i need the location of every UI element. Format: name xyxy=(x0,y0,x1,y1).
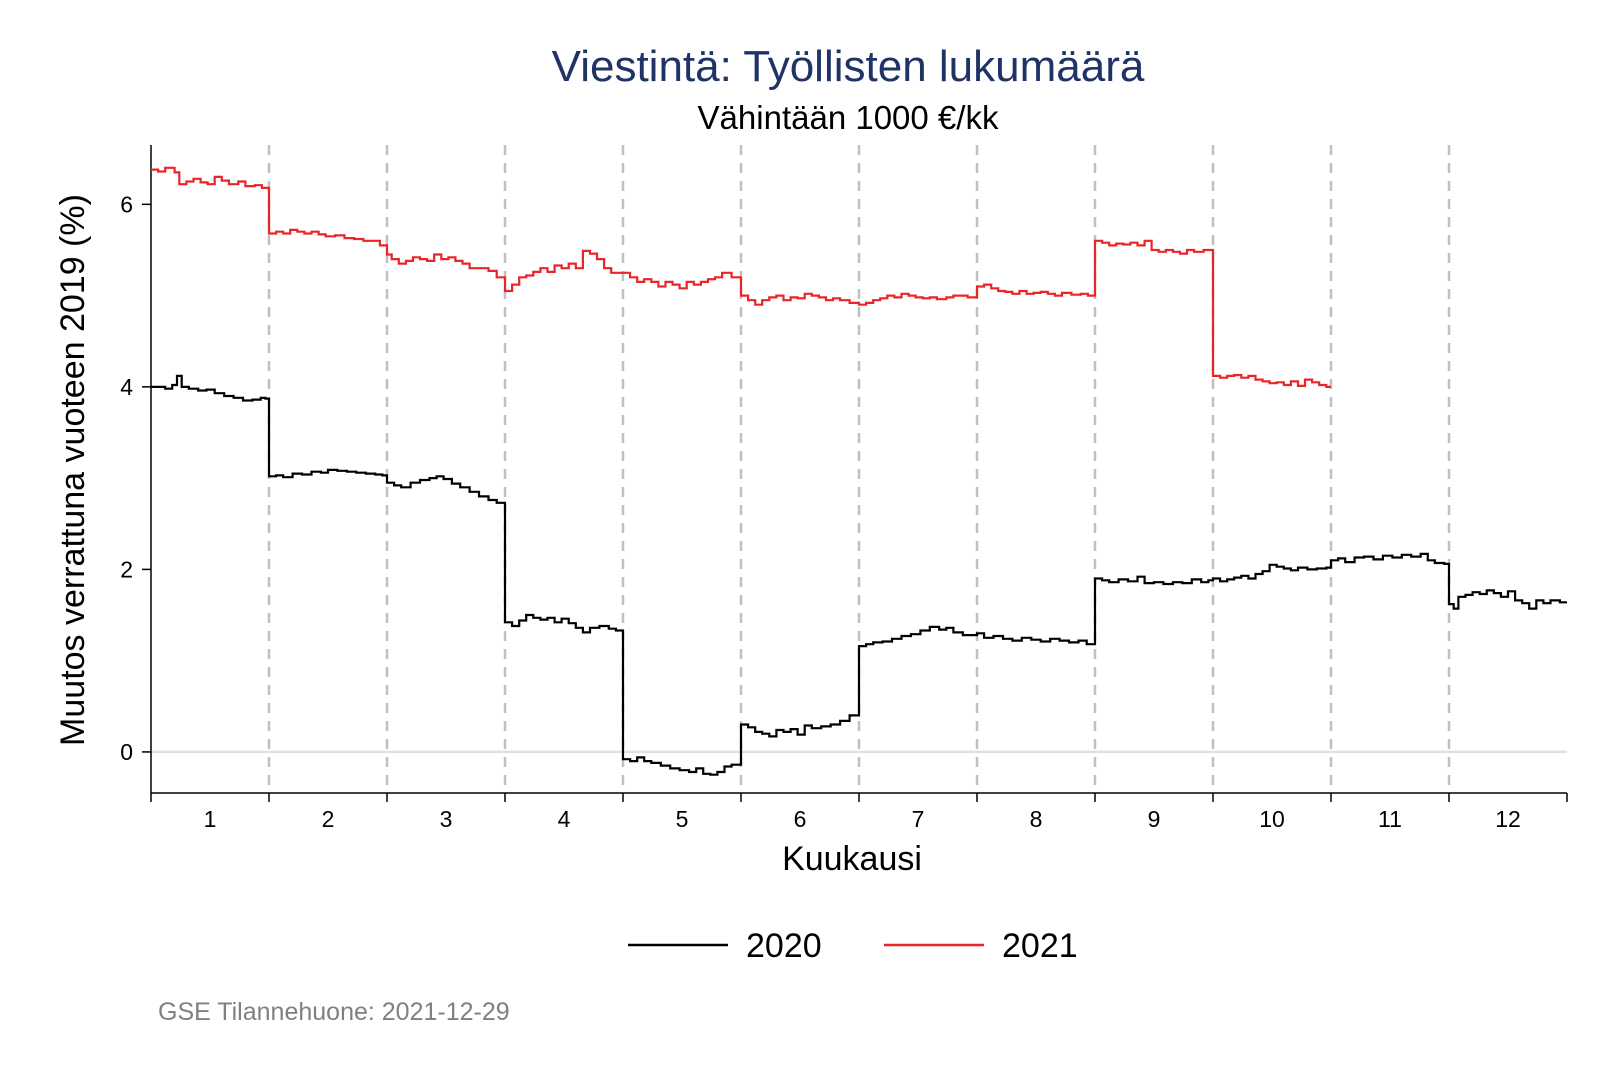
y-tick-label-2: 2 xyxy=(120,556,133,582)
source-note: GSE Tilannehuone: 2021-12-29 xyxy=(158,998,510,1026)
legend: 2020 2021 xyxy=(628,927,1078,965)
x-tick-label-9: 9 xyxy=(1148,806,1161,832)
y-axis-title: Muutos verrattuna vuoteen 2019 (%) xyxy=(54,194,92,746)
series-line-2020 xyxy=(151,374,1567,776)
x-tick-label-12: 12 xyxy=(1495,806,1521,832)
y-tick-label-0: 0 xyxy=(120,739,133,765)
x-tick-label-6: 6 xyxy=(794,806,807,832)
x-tick-label-11: 11 xyxy=(1378,806,1402,832)
chart-subtitle: Vähintään 1000 €/kk xyxy=(698,99,999,136)
x-tick-label-4: 4 xyxy=(558,806,571,832)
y-tick-label-6: 6 xyxy=(120,191,133,217)
x-axis-title: Kuukausi xyxy=(782,840,922,878)
legend-label-2020: 2020 xyxy=(746,927,822,965)
legend-label-2021: 2021 xyxy=(1002,927,1078,965)
x-tick-label-10: 10 xyxy=(1259,806,1285,832)
x-tick-label-3: 3 xyxy=(440,806,453,832)
x-tick-label-7: 7 xyxy=(912,806,925,832)
y-tick-label-4: 4 xyxy=(120,374,133,400)
x-tick-label-8: 8 xyxy=(1030,806,1043,832)
x-tick-label-2: 2 xyxy=(322,806,335,832)
x-tick-label-5: 5 xyxy=(676,806,689,832)
series-line-2021 xyxy=(151,166,1331,388)
chart-title: Viestintä: Työllisten lukumäärä xyxy=(552,42,1145,91)
x-tick-label-1: 1 xyxy=(204,806,217,832)
